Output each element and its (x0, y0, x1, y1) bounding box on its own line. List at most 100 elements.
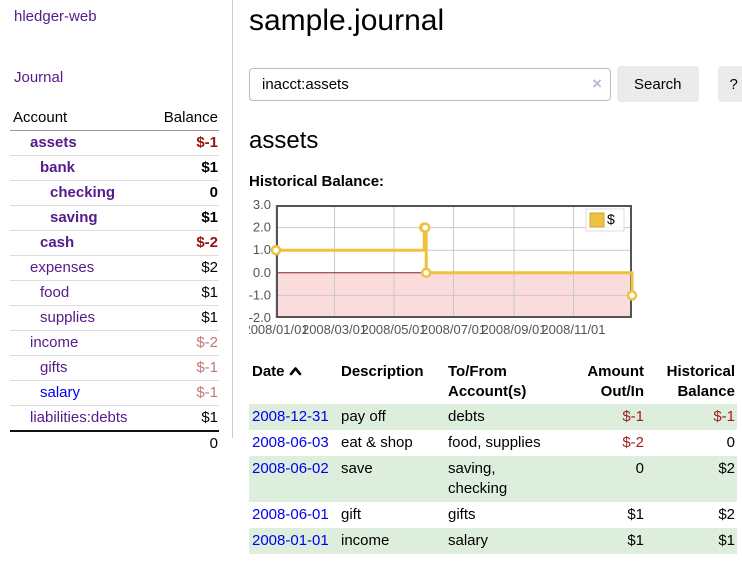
register-header-date[interactable]: Date (249, 360, 341, 404)
y-axis-tick-label: 3.0 (253, 197, 271, 212)
account-row: gifts $-1 (10, 355, 219, 381)
sidebar-item-journal[interactable]: Journal (14, 69, 64, 86)
register-header-row: Date Description To/From Account(s) Amou… (249, 360, 737, 404)
sort-ascending-icon[interactable] (289, 362, 302, 382)
transaction-balance: $2 (718, 506, 735, 523)
account-balance: $1 (149, 280, 219, 306)
account-row: liabilities:debts $1 (10, 405, 219, 431)
search-input[interactable] (249, 67, 611, 101)
search-button[interactable]: Search (617, 66, 699, 102)
accounts-header-account: Account (10, 106, 150, 131)
register-row: 2008-01-01 income salary $1 $1 (249, 528, 737, 554)
main-content: sample.journal × Search ? assets Histori… (233, 0, 742, 554)
account-row: food $1 (10, 280, 219, 306)
account-link[interactable]: saving (50, 209, 98, 226)
account-link[interactable]: liabilities:debts (30, 409, 128, 426)
clear-search-icon[interactable]: × (592, 73, 602, 93)
transaction-balance: $1 (646, 528, 737, 554)
account-balance: $1 (149, 405, 219, 431)
help-button[interactable]: ? (717, 66, 742, 102)
historical-balance-chart: $3.0 2.0 1.0 0.0 -1.0 -2.0 2008/01/01 2008/03/0… (243, 197, 742, 346)
account-link[interactable]: checking (50, 184, 116, 201)
transaction-amount: $1 (566, 528, 646, 554)
account-balance: $-1 (196, 134, 218, 151)
register-header-balance: Historical Balance (666, 363, 735, 400)
transaction-amount: $1 (627, 506, 644, 523)
register-header-accounts: To/From Account(s) (448, 363, 527, 400)
account-link[interactable]: cash (40, 234, 75, 251)
x-axis-tick-label: 2008/03/01 (302, 322, 367, 337)
x-axis-tick-label: 2008/05/01 (361, 322, 426, 337)
y-axis-tick-label: -2.0 (249, 310, 271, 325)
x-axis-tick-label: 2008/09/01 (481, 322, 546, 337)
transaction-accounts: food, supplies (448, 434, 541, 451)
account-link[interactable]: supplies (40, 309, 96, 326)
sidebar-nav: Journal (10, 69, 219, 86)
account-balance: $1 (149, 205, 219, 231)
transaction-balance: 0 (726, 434, 735, 451)
account-link[interactable]: gifts (40, 359, 68, 376)
y-axis-tick-label: -1.0 (249, 287, 271, 302)
transaction-date-link[interactable]: 2008-06-02 (252, 460, 329, 477)
account-link[interactable]: income (30, 334, 79, 351)
account-row: cash $-2 (10, 230, 219, 256)
account-row: income $-2 (10, 330, 219, 356)
account-row: salary $-1 (10, 380, 219, 406)
page: hledger-web Journal Account Balance asse… (10, 0, 742, 554)
accounts-table: Account Balance assets $-1 bank $1 checking 0… (10, 106, 219, 456)
transaction-accounts: salary (448, 528, 566, 554)
x-axis-tick-label: 2008/01/01 (249, 322, 309, 337)
chart-svg: $3.0 2.0 1.0 0.0 -1.0 -2.02008/01/012008/03/0… (243, 197, 638, 337)
account-link[interactable]: food (40, 284, 70, 301)
account-heading: assets (249, 127, 319, 154)
account-balance: $-1 (149, 380, 219, 406)
account-balance: $-2 (149, 330, 219, 356)
transaction-date-link[interactable]: 2008-12-31 (252, 408, 329, 425)
chart-title: Historical Balance: (249, 173, 385, 190)
brand: hledger-web (10, 8, 219, 25)
transaction-amount: 0 (566, 456, 646, 502)
transaction-description: income (341, 528, 448, 554)
account-link[interactable]: bank (40, 159, 76, 176)
transaction-description: pay off (341, 404, 448, 430)
register-row: 2008-06-02 save saving, checking 0 $2 (249, 456, 737, 502)
account-link[interactable]: expenses (30, 259, 95, 276)
account-balance: 0 (149, 180, 219, 206)
account-balance: $-1 (149, 355, 219, 381)
y-axis-tick-label: 2.0 (253, 220, 271, 235)
transaction-description: gift (341, 506, 362, 523)
account-balance: $-2 (149, 230, 219, 256)
transaction-date-link[interactable]: 2008-06-01 (252, 506, 329, 523)
transaction-accounts: gifts (448, 506, 476, 523)
transaction-date-link[interactable]: 2008-01-01 (252, 532, 329, 549)
register-header-amount: Amount Out/In (587, 363, 644, 400)
brand-link[interactable]: hledger-web (14, 8, 97, 25)
transaction-balance: $-1 (646, 404, 737, 430)
account-balance: $1 (149, 155, 219, 181)
accounts-header-balance: Balance (149, 106, 219, 131)
register-row: 2008-06-01 gift gifts $1 $2 (249, 502, 737, 528)
account-link[interactable]: salary (40, 384, 81, 401)
account-row: assets $-1 (10, 131, 219, 156)
register-header-description: Description (341, 363, 424, 380)
accounts-total-row: 0 (10, 430, 219, 456)
transaction-description: save (341, 456, 448, 502)
account-link[interactable]: assets (30, 134, 77, 151)
transaction-date-link[interactable]: 2008-06-03 (252, 434, 329, 451)
search-box: × (249, 67, 611, 101)
account-row: checking 0 (10, 180, 219, 206)
transaction-amount: $-1 (566, 404, 646, 430)
accounts-total-value: 0 (149, 430, 219, 456)
account-row: expenses $2 (10, 255, 219, 281)
transaction-accounts: debts (448, 404, 566, 430)
transaction-accounts: saving, checking (448, 456, 566, 502)
transaction-balance: $2 (646, 456, 737, 502)
account-row: supplies $1 (10, 305, 219, 331)
register-row: 2008-12-31 pay off debts $-1 $-1 (249, 404, 737, 430)
accounts-header-row: Account Balance (10, 106, 219, 131)
x-axis-tick-label: 2008/11/01 (541, 322, 605, 337)
transaction-amount: $-2 (622, 434, 644, 451)
transaction-description: eat & shop (341, 434, 413, 451)
register-row: 2008-06-03 eat & shop food, supplies $-2 0 (249, 430, 737, 456)
legend-swatch-icon (589, 212, 605, 228)
